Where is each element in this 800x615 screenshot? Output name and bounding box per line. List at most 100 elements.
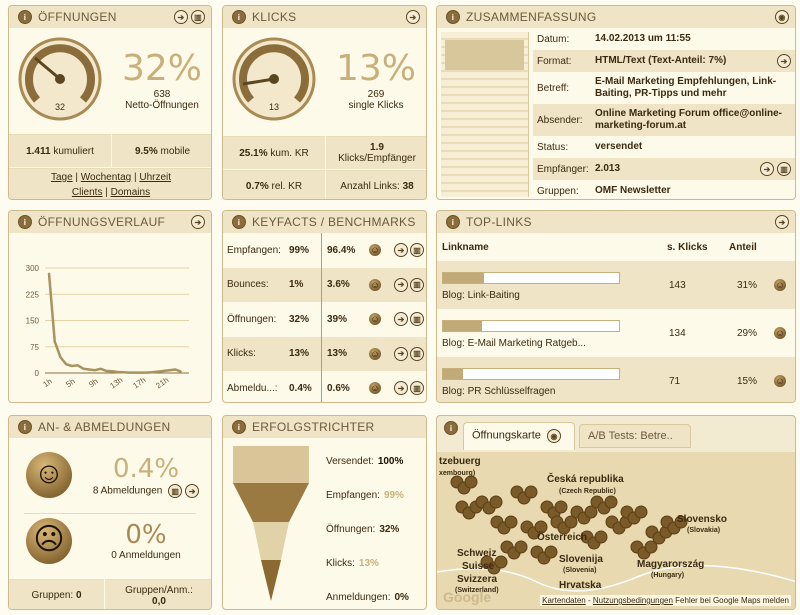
data-point	[180, 370, 182, 373]
map-marker[interactable]	[524, 485, 538, 499]
funnel-row: Empfangen: 99%	[326, 487, 426, 503]
happy-smiley-icon: ☺	[26, 452, 72, 498]
link-name[interactable]: Blog: Link-Baiting	[442, 290, 520, 301]
arrow-right-icon[interactable]: ➔	[777, 54, 791, 68]
newsletter-preview-thumbnail[interactable]	[441, 32, 529, 197]
data-point	[157, 370, 159, 373]
link-domains[interactable]: Domains	[110, 187, 151, 198]
link-uhrzeit[interactable]: Uhrzeit	[139, 172, 172, 183]
share-bar-fill	[443, 321, 482, 331]
arrow-right-icon[interactable]: ➔	[394, 346, 408, 361]
open-map[interactable]: tzebuerg xembourg) Česká republika (Czech R…	[437, 452, 796, 610]
arrow-right-icon[interactable]: ➔	[185, 484, 200, 498]
arrow-right-icon[interactable]: ➔	[174, 10, 188, 24]
info-icon[interactable]: i	[444, 421, 458, 435]
link-kartendaten[interactable]: Kartendaten	[542, 596, 586, 605]
map-marker[interactable]	[504, 515, 518, 529]
arrow-right-icon[interactable]: ➔	[760, 162, 774, 176]
link-name[interactable]: Blog: E-Mail Marketing Ratgeb...	[442, 338, 586, 349]
y-tick-label: 300	[26, 264, 40, 273]
map-marker[interactable]	[584, 505, 598, 519]
arrow-right-icon[interactable]: ➔	[394, 312, 408, 326]
info-icon[interactable]: i	[232, 10, 246, 24]
data-point	[48, 272, 50, 275]
col-klicks[interactable]: s. Klicks	[667, 241, 708, 253]
summary-row: Absender: Online Marketing Forum office@o…	[533, 104, 795, 136]
keyfact-value: 13%	[289, 348, 310, 359]
funnel-value: 100%	[377, 455, 404, 467]
summary-label: Status:	[537, 141, 569, 153]
arrow-right-icon[interactable]: ➔	[394, 277, 408, 292]
summary-value: 2.013	[595, 163, 621, 174]
benchmark-value: 13%	[327, 348, 348, 359]
panel-title: ZUSAMMENFASSUNG	[466, 10, 597, 24]
arrow-right-icon[interactable]: ➔	[406, 10, 420, 24]
tab-ab-tests[interactable]: A/B Tests: Betre..	[579, 424, 691, 448]
chart-icon[interactable]: ▥	[410, 243, 424, 257]
map-label: (Hungary)	[651, 572, 684, 579]
toplink-row[interactable]: Blog: E-Mail Marketing Ratgeb... 134 29% ☺	[437, 309, 795, 357]
kum-kr-value: 25.1%	[239, 147, 268, 159]
info-icon[interactable]: i	[18, 215, 32, 229]
map-marker[interactable]	[564, 515, 578, 529]
info-icon[interactable]: i	[18, 420, 32, 434]
link-tage[interactable]: Tage	[50, 172, 73, 183]
arrow-right-icon[interactable]: ➔	[394, 243, 408, 257]
keyfact-row: Abmeldu...: 0.4% 0.6% ☺ ➔ ▥	[223, 371, 426, 402]
keyfact-label: Klicks:	[227, 348, 256, 359]
info-icon[interactable]: i	[232, 215, 246, 229]
x-tick-label: 9h	[87, 377, 99, 389]
link-name[interactable]: Blog: PR Schlüsselfragen	[442, 386, 556, 397]
map-label: tzebuerg	[439, 456, 481, 467]
tab-oeffnungskarte[interactable]: Öffnungskarte ◉	[463, 422, 575, 450]
eye-icon[interactable]: ◉	[546, 429, 561, 443]
map-marker[interactable]	[544, 545, 558, 559]
summary-value: 14.02.2013 um 11:55	[595, 33, 691, 44]
panel-title: ERFOLGSTRICHTER	[252, 420, 375, 434]
map-marker[interactable]	[644, 540, 658, 554]
eye-icon[interactable]: ◉	[775, 10, 789, 24]
info-icon[interactable]: i	[446, 10, 460, 24]
link-fehler-melden[interactable]: Fehler bei Google Maps melden	[675, 596, 789, 605]
chart-icon[interactable]: ▥	[410, 277, 424, 292]
map-marker[interactable]	[489, 495, 503, 509]
gruppen-anm-value: 0,0	[152, 595, 166, 607]
keyfact-value: 1%	[289, 279, 304, 290]
map-label: (Slovakia)	[687, 527, 720, 534]
chart-icon[interactable]: ▥	[410, 346, 424, 361]
chart-icon[interactable]: ▥	[410, 312, 424, 326]
arrow-right-icon[interactable]: ➔	[775, 215, 789, 229]
link-wochentag[interactable]: Wochentag	[80, 172, 132, 183]
funnel-row: Öffnungen: 32%	[326, 521, 426, 537]
map-marker[interactable]	[604, 495, 618, 509]
map-marker[interactable]	[464, 475, 478, 489]
data-point	[145, 371, 148, 374]
map-marker[interactable]	[554, 500, 568, 514]
info-icon[interactable]: i	[18, 10, 32, 24]
map-marker[interactable]	[594, 530, 608, 544]
map-marker[interactable]	[534, 520, 548, 534]
arrow-right-icon[interactable]: ➔	[191, 215, 205, 229]
chart-icon[interactable]: ▥	[777, 162, 791, 176]
toplink-row[interactable]: Blog: Link-Baiting 143 31% ☺	[437, 261, 795, 309]
summary-value: E-Mail Marketing Empfehlungen, Link-Bait…	[595, 76, 777, 99]
col-anteil[interactable]: Anteil	[729, 241, 757, 253]
toplink-row[interactable]: Blog: PR Schlüsselfragen 71 15% ☺	[437, 357, 795, 402]
map-marker[interactable]	[634, 505, 648, 519]
chart-icon[interactable]: ▥	[168, 484, 183, 498]
chart-icon[interactable]: ▥	[410, 381, 424, 395]
info-icon[interactable]: i	[446, 215, 460, 229]
chart-icon[interactable]: ▥	[191, 10, 205, 24]
col-linkname[interactable]: Linkname	[442, 241, 489, 253]
link-nutzungsbedingungen[interactable]: Nutzungsbedingungen	[592, 596, 673, 605]
gruppen-value: 0	[75, 590, 82, 601]
arrow-right-icon[interactable]: ➔	[394, 381, 408, 395]
info-icon[interactable]: i	[232, 420, 246, 434]
link-clients[interactable]: Clients	[71, 187, 103, 198]
map-marker[interactable]	[674, 515, 688, 529]
map-label: Svizzera	[457, 574, 497, 585]
map-marker[interactable]	[514, 540, 528, 554]
abmelde-rate: 0.4%	[112, 454, 180, 484]
summary-row: Betreff: E-Mail Marketing Empfehlungen, L…	[533, 72, 795, 104]
map-marker[interactable]	[494, 555, 508, 569]
